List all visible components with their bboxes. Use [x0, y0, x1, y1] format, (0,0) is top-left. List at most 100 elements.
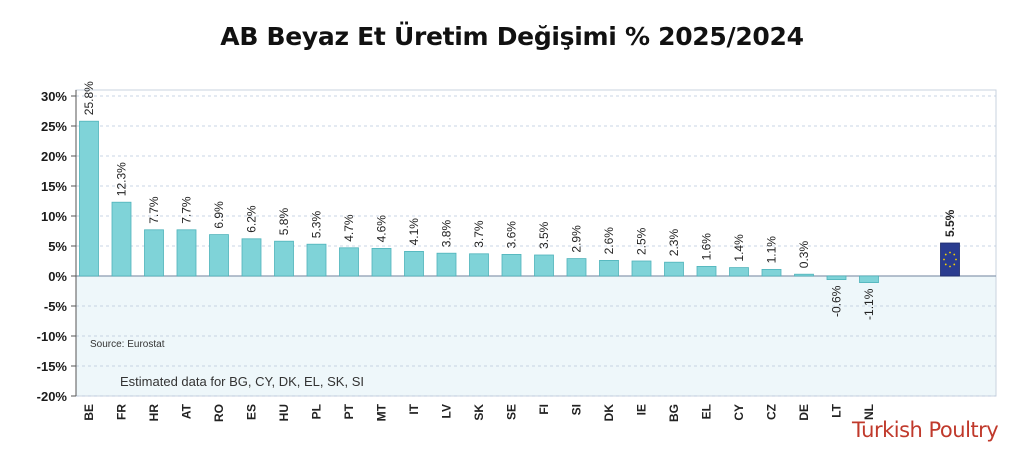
y-tick-label: 15% — [41, 179, 67, 194]
y-tick-label: 10% — [41, 209, 67, 224]
y-tick-label: -10% — [37, 329, 68, 344]
eu-star — [944, 263, 947, 266]
x-tick-label: MT — [375, 403, 389, 421]
y-tick-label: -5% — [44, 299, 68, 314]
x-tick-label: SI — [570, 404, 584, 415]
bar-hu — [274, 240, 294, 277]
eu-star — [953, 263, 956, 266]
bar-be — [79, 120, 99, 277]
y-tick-label: 25% — [41, 119, 67, 134]
x-tick-label: BE — [82, 404, 96, 421]
value-label: 0.3% — [797, 241, 811, 269]
value-label: 1.4% — [732, 234, 746, 262]
value-label: 1.1% — [765, 236, 779, 264]
value-label: 2.5% — [635, 227, 649, 255]
bar-pl — [306, 243, 327, 277]
y-tick-label: -15% — [37, 359, 68, 374]
bar-mt — [371, 247, 392, 277]
value-label: 2.9% — [570, 225, 584, 253]
x-tick-label: HU — [277, 404, 291, 421]
x-tick-label: HR — [147, 404, 161, 422]
bar-fi — [534, 254, 554, 277]
y-tick-label: -20% — [37, 389, 68, 404]
value-label: 4.6% — [375, 215, 389, 243]
value-label: 1.6% — [700, 233, 714, 261]
eu-star — [949, 265, 951, 268]
x-tick-label: CY — [732, 404, 746, 421]
value-label: 2.3% — [667, 229, 681, 257]
bar-ie — [631, 260, 652, 277]
eu-star — [949, 251, 951, 254]
bar-ro — [209, 234, 229, 277]
bars — [79, 120, 960, 283]
x-tick-label: DK — [602, 404, 616, 422]
bar-de — [794, 273, 814, 277]
x-tick-label: LT — [830, 403, 844, 417]
y-tick-label: 20% — [41, 149, 67, 164]
bar-lv — [436, 252, 457, 277]
value-label: -0.6% — [830, 285, 844, 317]
bar-bg — [664, 261, 684, 277]
bar-at — [176, 229, 197, 277]
value-label: 6.2% — [245, 205, 259, 233]
value-label: 7.7% — [147, 196, 161, 224]
y-tick-label: 0% — [48, 269, 67, 284]
negative-zone — [76, 276, 996, 396]
x-tick-label: IT — [407, 403, 421, 414]
value-label: 5.5% — [943, 209, 957, 237]
x-tick-label: IE — [635, 404, 649, 415]
value-label: 12.3% — [115, 162, 129, 196]
value-label: 25.8% — [82, 81, 96, 115]
x-tick-label: PL — [310, 404, 324, 419]
bar-si — [566, 258, 587, 277]
value-label: -1.1% — [862, 288, 876, 320]
bar-dk — [599, 259, 619, 277]
x-tick-label: DE — [797, 404, 811, 421]
eu-star — [944, 253, 947, 256]
bar-lt — [826, 275, 847, 280]
value-label: 6.9% — [212, 201, 226, 229]
bar-el — [696, 265, 717, 277]
value-label: 3.6% — [505, 221, 519, 249]
bar-eu — [940, 242, 960, 277]
value-label: 3.8% — [440, 220, 454, 248]
x-tick-label: SE — [505, 404, 519, 420]
value-label: 3.7% — [472, 220, 486, 248]
eu-star — [943, 258, 945, 261]
bar-es — [241, 238, 262, 277]
value-label: 4.7% — [342, 214, 356, 242]
value-label: 4.1% — [407, 218, 421, 246]
bar-pt — [339, 247, 359, 277]
bar-se — [501, 253, 522, 277]
value-label: 5.8% — [277, 208, 291, 236]
y-tick-label: 5% — [48, 239, 67, 254]
value-label: 7.7% — [180, 196, 194, 224]
x-tick-label: FR — [115, 404, 129, 420]
x-tick-label: LV — [440, 404, 454, 418]
x-tick-label: NL — [862, 404, 876, 420]
bar-cz — [761, 268, 782, 277]
bar-cy — [729, 267, 749, 277]
x-tick-label: ES — [245, 404, 259, 420]
x-tick-label: PT — [342, 403, 356, 419]
x-tick-label: RO — [212, 404, 226, 422]
estimated-data-annotation: Estimated data for BG, CY, DK, EL, SK, S… — [120, 374, 364, 389]
x-tick-label: AT — [180, 403, 194, 419]
eu-star — [955, 258, 957, 261]
x-tick-label: BG — [667, 404, 681, 422]
x-tick-label: EL — [700, 404, 714, 419]
y-axis: 30% 25% 20% 15% 10% 5% 0% -5% -10% -15% -20% — [37, 89, 77, 404]
value-label: 2.6% — [602, 227, 616, 255]
y-tick-label: 30% — [41, 89, 67, 104]
source-annotation: Source: Eurostat — [90, 339, 165, 350]
x-axis-labels: BE FR HR AT RO ES HU PL PT MT IT LV SK SE FI SI DK IE BG EL… — [82, 403, 876, 422]
brand-logo: Turkish Poultry — [852, 418, 999, 442]
bar-fr — [111, 201, 132, 277]
x-tick-label: SK — [472, 404, 486, 421]
eu-star — [953, 253, 956, 256]
bar-it — [404, 250, 424, 277]
bar-nl — [859, 275, 879, 283]
x-tick-label: FI — [537, 404, 551, 415]
value-label: 5.3% — [310, 211, 324, 239]
chart-title: AB Beyaz Et Üretim Değişimi % 2025/2024 — [220, 22, 804, 51]
